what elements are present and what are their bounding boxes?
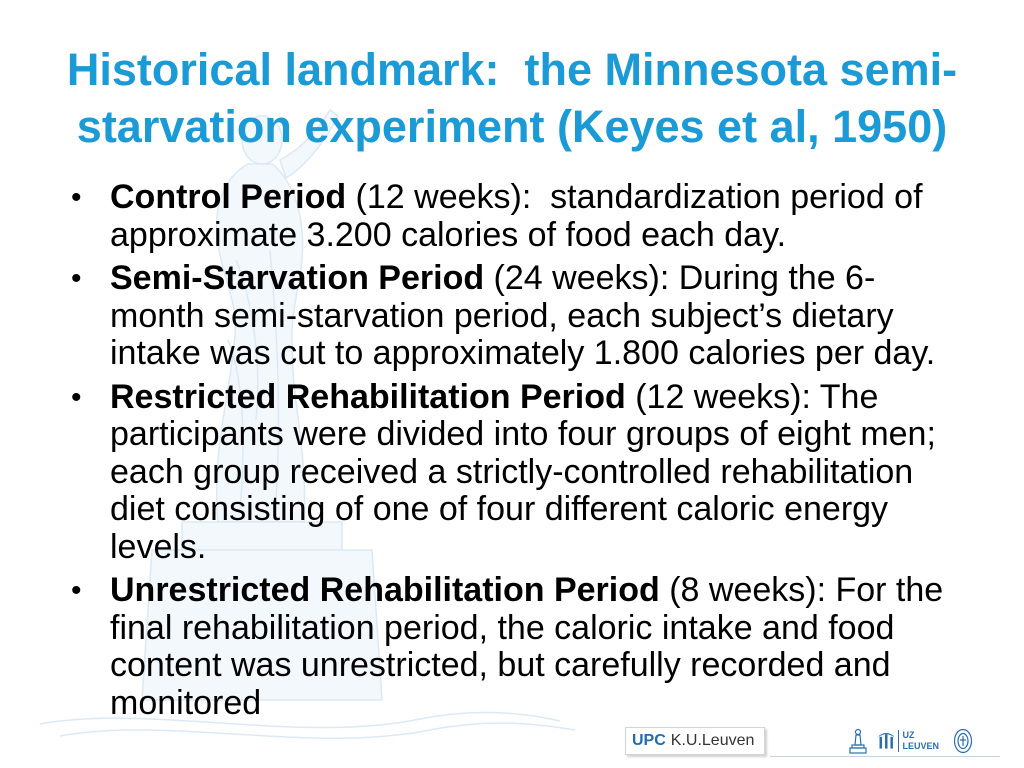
statue-logo-icon <box>849 728 867 754</box>
bullet-marker: • <box>71 380 82 414</box>
title-line-2: starvation experiment (Keyes et al, 1950… <box>76 101 948 152</box>
bullet-description: (12 weeks): standardization period of ap… <box>110 178 932 254</box>
bullet-marker: • <box>71 574 82 607</box>
seal-icon <box>953 728 973 754</box>
uz-logo-text: UZ LEUVEN <box>898 730 939 752</box>
uz-figure-icon <box>878 733 894 749</box>
seal-outer-ring <box>953 728 973 754</box>
bullet-item-restricted-rehabilitation-period: • Restricted Rehabilitation Period (12 we… <box>71 377 955 567</box>
uz-leuven-logo: UZ LEUVEN <box>877 727 939 755</box>
title-line-1: Historical landmark: the Minnesota semi- <box>66 44 958 95</box>
seal-emblem <box>960 736 966 746</box>
bullet-item-control-period: • Control Period (12 weeks): standardizat… <box>71 178 955 254</box>
bullet-term: Restricted Rehabilitation Period <box>110 377 626 416</box>
uz-logo-bottom: LEUVEN <box>902 741 939 751</box>
uz-figure-bar-3 <box>890 736 893 749</box>
footer-divider <box>770 756 1000 757</box>
uz-figure-arc <box>878 733 894 737</box>
uz-figure-bar-2 <box>884 734 888 749</box>
university-label: K.U.Leuven <box>670 732 755 749</box>
bullet-term: Control Period <box>110 178 347 216</box>
bullet-item-semi-starvation-period: • Semi-Starvation Period (24 weeks): Duri… <box>71 259 955 373</box>
slide-title: Historical landmark: the Minnesota semi-… <box>0 41 1024 155</box>
seal-inner-ring <box>957 732 969 750</box>
statue-logo-pedestal <box>849 747 867 754</box>
uz-logo-top: UZ <box>902 730 915 740</box>
statue-logo-head <box>854 728 862 736</box>
upc-label: UPC <box>632 732 666 749</box>
upc-kuleuven-logo: UPC K.U.Leuven <box>625 727 765 755</box>
uz-figure-bar-1 <box>879 736 883 749</box>
bullet-marker: • <box>71 181 82 214</box>
bullet-marker: • <box>71 262 82 295</box>
statue-logo-body <box>854 734 862 746</box>
bullet-item-unrestricted-rehabilitation-period: • Unrestricted Rehabilitation Period (8 w… <box>71 571 955 722</box>
bullet-list: • Control Period (12 weeks): standardizat… <box>71 178 955 728</box>
bullet-term: Unrestricted Rehabilitation Period <box>110 571 660 609</box>
bullet-term: Semi-Starvation Period <box>110 259 485 297</box>
